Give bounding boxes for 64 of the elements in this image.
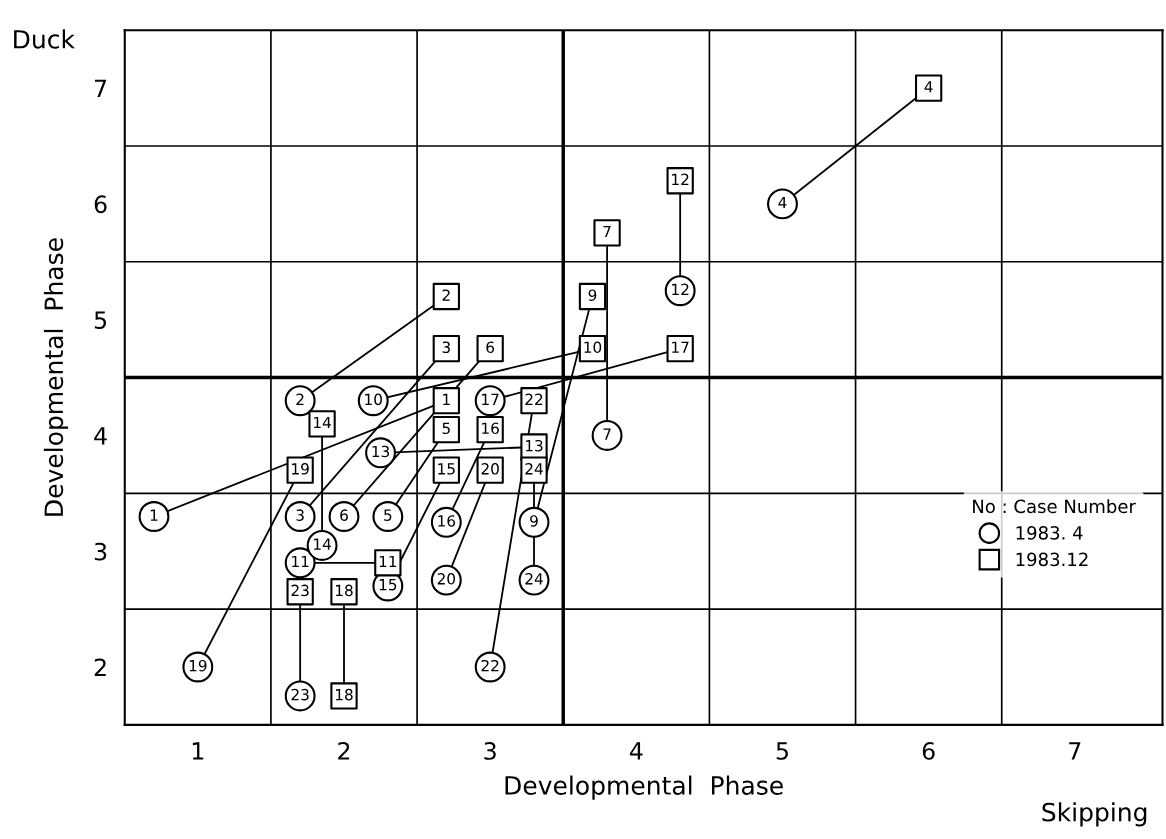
x-tick-label: 5 <box>776 742 788 760</box>
annotation: 11 <box>379 555 397 568</box>
annotation: 1 <box>443 393 450 405</box>
annotation: 18 <box>335 584 353 597</box>
annotation: 13 <box>525 439 543 452</box>
annotation: 6 <box>340 509 348 521</box>
legend-title: No : Case Number <box>973 499 1136 514</box>
annotation: 15 <box>379 579 397 591</box>
annotation: 9 <box>530 515 538 527</box>
x-axis-title: Developmental Phase <box>505 775 783 800</box>
legend-label: 1983. 4 <box>1016 526 1083 540</box>
x-tick-label: 7 <box>1069 742 1081 760</box>
annotation: 14 <box>314 538 331 550</box>
y-tick-label: 6 <box>94 195 107 214</box>
annotation: 19 <box>189 659 207 672</box>
annotation: 10 <box>365 393 382 406</box>
annotation: 20 <box>437 573 456 585</box>
annotation: 16 <box>438 515 456 527</box>
y-axis-title: Developmental Phase <box>43 238 69 516</box>
annotation: 7 <box>603 225 611 238</box>
text: Skipping <box>1042 802 1147 827</box>
annotation: 20 <box>481 463 499 475</box>
annotation: 4 <box>778 196 787 209</box>
annotation: 23 <box>291 688 309 701</box>
annotation: 4 <box>924 81 933 93</box>
annotation: 22 <box>525 393 543 405</box>
annotation: 9 <box>588 289 597 301</box>
y-tick-label: 3 <box>94 542 107 561</box>
y-tick-label: 5 <box>94 311 107 329</box>
annotation: 10 <box>584 341 602 354</box>
annotation: 13 <box>372 445 390 458</box>
annotation: 5 <box>384 509 392 521</box>
annotation: 3 <box>296 509 304 521</box>
annotation: 14 <box>314 416 331 429</box>
annotation: 23 <box>291 584 309 597</box>
legend-label: 1983.12 <box>1016 552 1088 567</box>
annotation: 5 <box>442 422 450 435</box>
annotation: 2 <box>442 289 450 301</box>
annotation: 24 <box>525 573 543 585</box>
x-tick-label: 2 <box>338 741 350 760</box>
annotation: 2 <box>296 393 304 405</box>
x-tick-label: 3 <box>484 741 496 760</box>
annotation: 22 <box>481 659 499 672</box>
text: Duck <box>14 29 75 49</box>
annotation: 3 <box>442 341 450 354</box>
annotation: 6 <box>486 341 495 354</box>
annotation: 17 <box>672 341 689 353</box>
y-tick-label: 2 <box>94 658 106 676</box>
x-tick-label: 1 <box>192 742 204 760</box>
annotation: 16 <box>482 422 499 435</box>
x-tick-label: 6 <box>922 741 935 760</box>
annotation: 18 <box>335 688 353 701</box>
annotation: 1 <box>150 509 158 521</box>
annotation: 24 <box>525 463 543 475</box>
annotation: 15 <box>438 463 455 475</box>
annotation: 12 <box>672 283 689 295</box>
y-tick-label: 7 <box>95 79 107 98</box>
annotation: 19 <box>292 463 309 475</box>
annotation: 11 <box>292 555 309 568</box>
annotation: 7 <box>603 428 611 440</box>
x-tick-label: 4 <box>629 742 643 760</box>
annotation: 17 <box>482 393 499 405</box>
y-tick-label: 4 <box>94 427 107 445</box>
annotation: 12 <box>672 173 689 185</box>
